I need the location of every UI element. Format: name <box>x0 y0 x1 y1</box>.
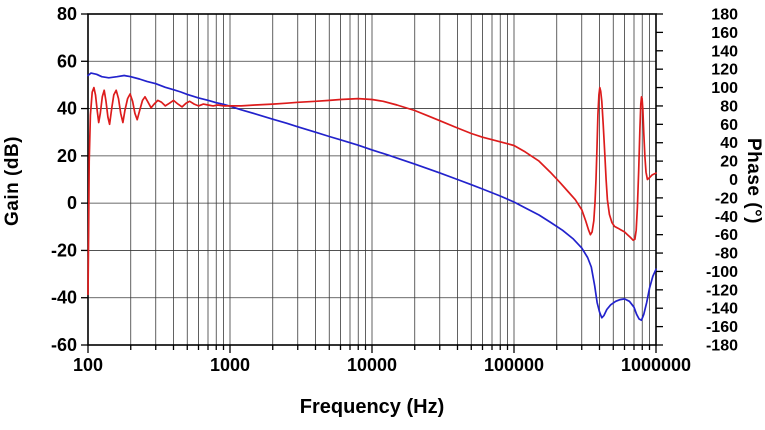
phase-tick-label: -60 <box>715 227 738 244</box>
series-gain <box>87 72 657 322</box>
phase-tick-label: 60 <box>720 117 738 134</box>
frequency-axis-title: Frequency (Hz) <box>299 396 445 418</box>
phase-tick-label: -80 <box>715 246 738 263</box>
x-tick-label: 1000 <box>210 355 250 375</box>
phase-tick-label: 100 <box>711 80 738 97</box>
gain-tick-label: 60 <box>57 51 77 71</box>
gain-tick-label: -60 <box>51 335 77 355</box>
phase-axis-title: Phase (°) <box>743 137 764 224</box>
gain-tick-label: -40 <box>51 288 77 308</box>
phase-tick-label: -100 <box>706 264 738 281</box>
phase-tick-label: 80 <box>720 98 738 115</box>
phase-tick-label: 140 <box>711 43 738 60</box>
series-phase <box>87 86 657 296</box>
phase-tick-label: -140 <box>706 301 738 318</box>
phase-tick-label: 180 <box>711 7 738 24</box>
phase-tick-label: 20 <box>720 154 738 171</box>
phase-tick-label: 0 <box>729 172 738 189</box>
x-tick-label: 100000 <box>484 355 544 375</box>
x-tick-label: 1000000 <box>621 355 691 375</box>
gain-tick-label: 20 <box>57 146 77 166</box>
phase-tick-label: 40 <box>720 135 738 152</box>
phase-tick-label: -20 <box>715 190 738 207</box>
gain-tick-label: 40 <box>57 99 77 119</box>
x-tick-label: 10000 <box>347 355 397 375</box>
gain-axis-title: Gain (dB) <box>2 136 23 226</box>
gain-tick-label: -20 <box>51 240 77 260</box>
phase-tick-label: -160 <box>706 319 738 336</box>
phase-tick-label: -180 <box>706 338 738 355</box>
gain-tick-label: 0 <box>67 193 77 213</box>
x-tick-label: 100 <box>73 355 103 375</box>
gain-tick-label: 80 <box>57 4 77 24</box>
phase-tick-label: 120 <box>711 62 738 79</box>
phase-tick-label: -40 <box>715 209 738 226</box>
phase-tick-label: 160 <box>711 25 738 42</box>
phase-tick-label: -120 <box>706 282 738 299</box>
